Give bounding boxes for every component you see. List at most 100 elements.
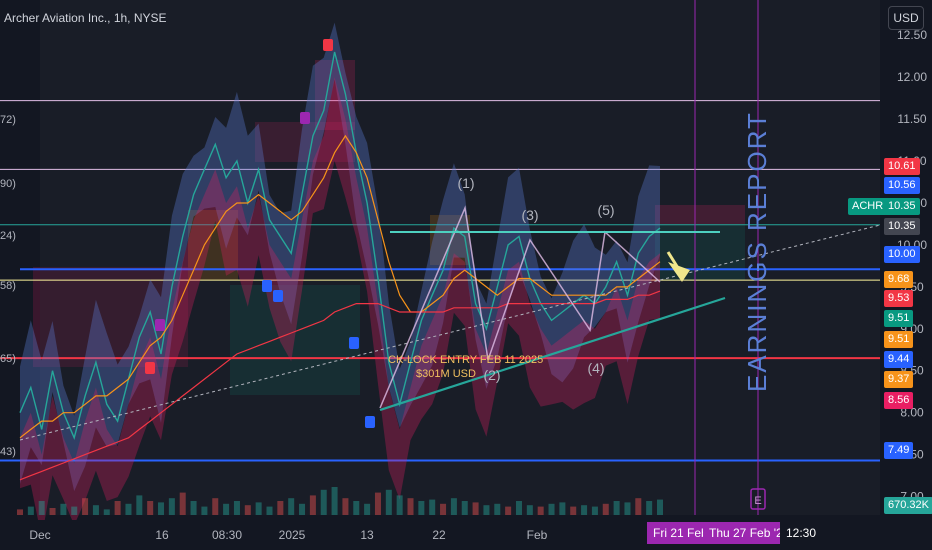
x-tick-label: 16 [155,528,169,542]
volume-bar [635,498,642,515]
edge-label: 58) [0,280,16,292]
wave-label: (3) [521,207,538,223]
volume-bar [233,501,240,515]
arrow-shaft [666,251,685,277]
volume-bar [537,506,544,515]
y-tick-label: 12.50 [897,28,927,42]
price-tag: 10.61 [884,158,920,175]
edge-label: 90) [0,178,16,190]
volume-bar [591,506,598,515]
volume-bar [179,492,186,515]
pivot-marker [262,280,272,292]
pivot-marker [349,337,359,349]
wave-label: (1) [457,175,474,191]
volume-bar [450,498,457,515]
volume-bar [407,498,414,515]
volume-bar [266,506,273,515]
volume-bar [299,503,306,515]
drawing-layer [33,0,880,515]
edge-label: 43) [0,446,16,458]
volume-bar [472,502,479,515]
volume-bar [82,498,89,515]
price-tag: 10.35 [884,198,920,215]
volume-bar [526,505,533,515]
annotation-layer: (1) (2) (3) (4) (5) CK-LOCK ENTRY FEB 11 2025… [388,111,772,507]
volume-bar [353,501,360,515]
x-tick-label: 08:30 [212,528,242,542]
volume-bar [342,498,349,515]
volume-bar [396,495,403,515]
left-edge-labels: 72) 90) 24) 58) 65) 43) [0,114,16,458]
volume-bar [559,502,566,515]
band-cloud [20,22,660,538]
price-tag: 10.35 [884,218,920,235]
price-tag: 10.00 [884,246,920,263]
volume-bar [613,501,620,515]
volume-bar [60,503,67,515]
pivot-marker [145,362,155,374]
horizontal-levels [0,100,880,462]
vertical-lines [694,0,759,515]
volume-bar [331,487,338,515]
series-line [19,51,661,440]
x-tick-label: 13 [360,528,374,542]
event-marker-label: E [754,495,761,507]
pattern-overlays [19,39,881,510]
volume-bar [624,502,631,515]
wave-label: (4) [587,360,604,376]
volume-bar [505,506,512,515]
y-tick-label: 11.50 [897,112,926,126]
volume-bar [461,501,468,515]
volume-bar [168,498,175,515]
volume-bar [309,495,316,515]
upper-band [20,22,660,492]
volume-bar [515,501,522,515]
volume-bar [255,502,262,515]
price-tag: 9.68 [884,271,914,288]
volume-bar [223,503,230,515]
supply-zone [255,122,355,162]
volume-bar [581,505,588,515]
volume-bar [27,506,34,515]
price-tag: 7.49 [884,442,914,459]
volume-bar [201,506,208,515]
pivot-marker [365,416,375,428]
dashed-trendline [19,224,881,441]
volume-bar [440,503,447,515]
price-tag: 9.44 [884,351,914,368]
price-tag: 9.51 [884,310,914,327]
volume-bars [17,487,663,515]
time-label-clock: 12:30 [780,522,823,544]
price-tag: 10.56 [884,177,920,194]
volume-bar [125,503,132,515]
x-tick-label: 2025 [279,528,306,542]
currency-button[interactable]: USD [888,6,924,30]
edge-label: 24) [0,230,16,242]
series-line [19,134,661,439]
volume-bar [570,506,577,515]
amount-annotation: $301M USD [416,368,476,380]
pivot-marker [155,319,165,331]
supply-zone [315,60,355,130]
x-tick-label: Feb [527,528,548,542]
volume-bar [277,501,284,515]
volume-bar [49,508,56,515]
volume-bar [17,509,23,515]
volume-bar [38,501,45,515]
volume-bar [548,503,555,515]
x-tick-label: 22 [432,528,446,542]
entry-annotation: CK-LOCK ENTRY FEB 11 2025 [388,354,543,366]
volume-bar [71,506,78,515]
volume-bar [244,505,251,515]
wave-label: (5) [597,202,614,218]
earnings-event-icon[interactable] [750,488,766,510]
lower-band [20,77,660,538]
wave-label: (2) [483,367,500,383]
symbol-tag: ACHR [848,198,888,215]
price-tag: 670.32K [884,497,932,514]
volume-bar [494,503,501,515]
volume-bar [483,505,490,515]
price-tag: 8.56 [884,392,914,409]
